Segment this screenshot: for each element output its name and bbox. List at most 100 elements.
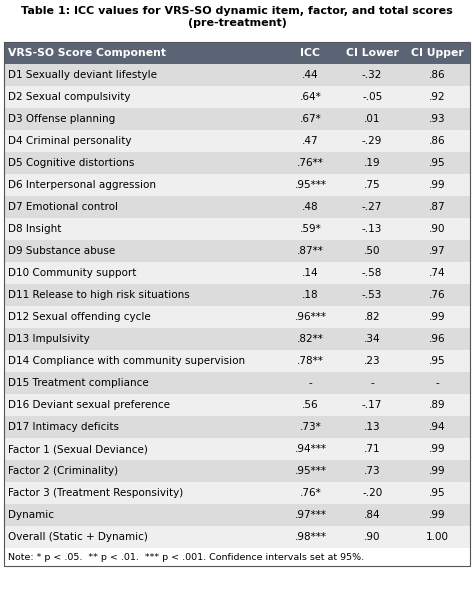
Text: D2 Sexual compulsivity: D2 Sexual compulsivity [8, 92, 130, 102]
Text: ICC: ICC [301, 48, 320, 58]
Text: D4 Criminal personality: D4 Criminal personality [8, 136, 131, 146]
Bar [4, 460, 470, 482]
Text: D9 Substance abuse: D9 Substance abuse [8, 246, 115, 256]
Text: Factor 3 (Treatment Responsivity): Factor 3 (Treatment Responsivity) [8, 488, 183, 498]
Text: -: - [436, 378, 439, 388]
Text: .23: .23 [364, 356, 381, 366]
Text: -.05: -.05 [362, 92, 382, 102]
Text: .50: .50 [364, 246, 381, 256]
Text: .90: .90 [429, 224, 446, 234]
Text: .78**: .78** [297, 356, 324, 366]
Bar [4, 306, 470, 328]
Bar [4, 42, 470, 566]
Bar [4, 328, 470, 350]
Bar [4, 394, 470, 416]
Text: .76: .76 [429, 290, 446, 300]
Bar [4, 130, 470, 152]
Text: .95: .95 [429, 356, 446, 366]
Bar [4, 504, 470, 526]
Text: VRS-SO Score Component: VRS-SO Score Component [8, 48, 166, 58]
Text: .89: .89 [429, 400, 446, 410]
Text: .94: .94 [429, 422, 446, 432]
Text: .86: .86 [429, 70, 446, 80]
Text: D6 Interpersonal aggression: D6 Interpersonal aggression [8, 180, 156, 190]
Text: D13 Impulsivity: D13 Impulsivity [8, 334, 90, 344]
Bar [4, 174, 470, 196]
Text: .44: .44 [302, 70, 319, 80]
Text: .86: .86 [429, 136, 446, 146]
Text: -.27: -.27 [362, 202, 383, 212]
Bar [4, 284, 470, 306]
Text: .87**: .87** [297, 246, 324, 256]
Bar [4, 64, 470, 86]
Text: D10 Community support: D10 Community support [8, 268, 137, 278]
Text: -.32: -.32 [362, 70, 383, 80]
Bar [4, 438, 470, 460]
Text: -.13: -.13 [362, 224, 383, 234]
Text: .13: .13 [364, 422, 381, 432]
Text: .84: .84 [364, 510, 381, 520]
Text: .18: .18 [302, 290, 319, 300]
Text: Overall (Static + Dynamic): Overall (Static + Dynamic) [8, 532, 148, 542]
Bar [4, 526, 470, 548]
Bar [4, 548, 470, 566]
Text: .82: .82 [364, 312, 381, 322]
Text: -.53: -.53 [362, 290, 383, 300]
Text: .71: .71 [364, 444, 381, 454]
Text: -: - [309, 378, 312, 388]
Text: Table 1: ICC values for VRS-SO dynamic item, factor, and total scores: Table 1: ICC values for VRS-SO dynamic i… [21, 6, 453, 16]
Text: .95: .95 [429, 158, 446, 168]
Text: D5 Cognitive distortions: D5 Cognitive distortions [8, 158, 134, 168]
Text: .67*: .67* [300, 114, 321, 124]
Text: -.29: -.29 [362, 136, 383, 146]
Text: -: - [370, 378, 374, 388]
Text: .19: .19 [364, 158, 381, 168]
Text: .97: .97 [429, 246, 446, 256]
Bar [4, 240, 470, 262]
Text: .14: .14 [302, 268, 319, 278]
Text: .01: .01 [364, 114, 381, 124]
Text: .95***: .95*** [294, 180, 327, 190]
Text: -.20: -.20 [362, 488, 382, 498]
Text: .94***: .94*** [294, 444, 327, 454]
Text: D11 Release to high risk situations: D11 Release to high risk situations [8, 290, 190, 300]
Bar [4, 218, 470, 240]
Text: .48: .48 [302, 202, 319, 212]
Text: Factor 1 (Sexual Deviance): Factor 1 (Sexual Deviance) [8, 444, 148, 454]
Text: CI Lower: CI Lower [346, 48, 399, 58]
Text: D3 Offense planning: D3 Offense planning [8, 114, 115, 124]
Bar [4, 262, 470, 284]
Text: .98***: .98*** [294, 532, 327, 542]
Text: .73*: .73* [300, 422, 321, 432]
Bar [4, 196, 470, 218]
Text: .96***: .96*** [294, 312, 327, 322]
Text: Note: * p < .05.  ** p < .01.  *** p < .001. Confidence intervals set at 95%.: Note: * p < .05. ** p < .01. *** p < .00… [8, 553, 364, 562]
Text: (pre-treatment): (pre-treatment) [188, 18, 286, 28]
Bar [4, 108, 470, 130]
Text: .96: .96 [429, 334, 446, 344]
Bar [4, 372, 470, 394]
Text: .90: .90 [364, 532, 381, 542]
Text: -.58: -.58 [362, 268, 383, 278]
Text: .47: .47 [302, 136, 319, 146]
Text: .34: .34 [364, 334, 381, 344]
Text: .92: .92 [429, 92, 446, 102]
Text: .99: .99 [429, 466, 446, 476]
Text: CI Upper: CI Upper [411, 48, 464, 58]
Text: .99: .99 [429, 510, 446, 520]
Text: D7 Emotional control: D7 Emotional control [8, 202, 118, 212]
Bar [4, 482, 470, 504]
Text: .59*: .59* [300, 224, 321, 234]
Text: D8 Insight: D8 Insight [8, 224, 61, 234]
Text: .95: .95 [429, 488, 446, 498]
Text: -.17: -.17 [362, 400, 383, 410]
Bar [4, 86, 470, 108]
Text: D14 Compliance with community supervision: D14 Compliance with community supervisio… [8, 356, 245, 366]
Text: .64*: .64* [300, 92, 321, 102]
Text: 1.00: 1.00 [426, 532, 449, 542]
Text: .87: .87 [429, 202, 446, 212]
Bar [4, 350, 470, 372]
Text: .99: .99 [429, 444, 446, 454]
Text: D12 Sexual offending cycle: D12 Sexual offending cycle [8, 312, 151, 322]
Text: .93: .93 [429, 114, 446, 124]
